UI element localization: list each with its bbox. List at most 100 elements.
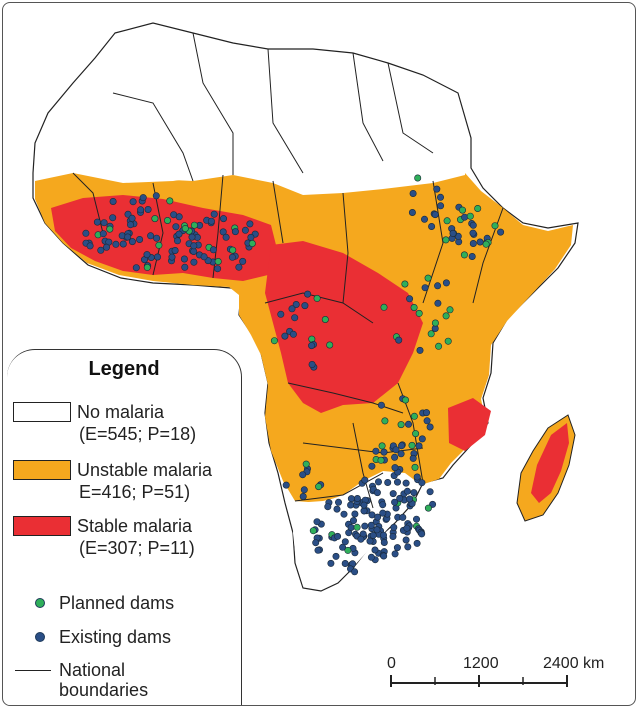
planned-dam-point <box>482 240 490 248</box>
existing-dam-point <box>231 228 239 236</box>
planned-dam-point <box>214 258 222 266</box>
existing-dam-point <box>190 258 198 266</box>
existing-dam-point <box>351 568 359 576</box>
existing-dam-point <box>288 305 296 313</box>
existing-dam-point <box>434 282 442 290</box>
existing-dam-point <box>347 495 355 503</box>
planned-dam-point <box>377 456 385 464</box>
existing-dam-point <box>324 503 332 511</box>
stable-malaria-central-africa <box>265 241 423 413</box>
planned-dam-point <box>442 236 450 244</box>
existing-dam-point <box>449 229 457 237</box>
existing-dam-point <box>420 215 428 223</box>
existing-dam-point <box>428 223 436 231</box>
existing-dam-point <box>277 310 285 318</box>
scale-label-2400: 2400 km <box>543 655 605 672</box>
planned-dam-point <box>427 330 435 338</box>
existing-dam-point <box>171 247 179 255</box>
stable-malaria-east <box>448 398 491 451</box>
existing-dam-point <box>395 336 403 344</box>
existing-dam-point <box>214 265 222 273</box>
existing-dam-point <box>469 221 477 229</box>
existing-dam-point <box>403 487 411 495</box>
existing-dam-point <box>357 535 365 543</box>
planned-dam-point <box>401 280 409 288</box>
existing-dam-point <box>360 501 368 509</box>
dam-markers <box>82 174 505 576</box>
existing-dam-point <box>139 194 147 202</box>
existing-dam-point <box>281 332 289 340</box>
existing-dam-point <box>334 498 342 506</box>
existing-dam-point <box>172 223 180 231</box>
existing-dam-point <box>367 553 375 561</box>
existing-dam-point <box>174 237 182 245</box>
planned-dam-point <box>181 225 189 233</box>
existing-dam-point <box>239 257 247 265</box>
planned-dam-point <box>410 412 418 420</box>
existing-dam-point <box>82 229 90 237</box>
planned-dam-point <box>106 225 114 233</box>
planned-dam-point <box>424 504 432 512</box>
existing-dam-point <box>119 240 127 248</box>
planned-dam-point <box>309 527 317 535</box>
no-malaria-label: No malaria <box>77 402 165 422</box>
existing-dam-point <box>393 544 401 552</box>
planned-dam-point <box>229 246 237 254</box>
existing-dam-point <box>461 213 469 221</box>
existing-dam-point <box>299 492 307 500</box>
existing-dam-point <box>241 226 249 234</box>
existing-dam-point <box>404 543 412 551</box>
existing-dam-point <box>109 214 117 222</box>
existing-dam-point <box>313 518 321 526</box>
existing-dam-point <box>399 513 407 521</box>
planned-dam-point <box>381 417 389 425</box>
existing-dams-label: Existing dams <box>59 627 172 647</box>
existing-dam-point <box>291 314 299 322</box>
existing-dam-point <box>200 253 208 261</box>
existing-dam-point <box>389 490 397 498</box>
existing-dam-point <box>403 524 411 532</box>
existing-dam-point <box>235 263 243 271</box>
planned-dam-point <box>431 319 439 327</box>
existing-dam-point <box>304 290 312 298</box>
existing-dam-point <box>418 479 426 487</box>
existing-dam-point <box>410 489 418 497</box>
boundary-line-icon <box>15 670 51 671</box>
planned-dam-point <box>491 222 499 230</box>
existing-dam-point <box>412 515 420 523</box>
planned-dam-point <box>424 274 432 282</box>
existing-dam-point <box>175 213 183 221</box>
existing-dam-point <box>339 543 347 551</box>
existing-dam-point <box>341 559 349 567</box>
existing-dam-point <box>154 253 162 261</box>
existing-dam-point <box>415 442 423 450</box>
planned-dam-point <box>166 197 174 205</box>
boundaries-label-line1: National <box>59 660 126 680</box>
existing-dam-point <box>391 550 399 558</box>
legend-title: Legend <box>88 358 160 380</box>
existing-dam-point <box>341 538 349 546</box>
existing-dam-point <box>299 471 307 479</box>
existing-dam-point <box>314 546 322 554</box>
existing-dam-point <box>497 228 505 236</box>
existing-dam-point <box>469 240 477 248</box>
no-malaria-counts: (E=545; P=18) <box>79 424 197 444</box>
planned-dam-point <box>412 430 420 438</box>
scale-bar-graphic <box>390 675 568 687</box>
existing-dam-point <box>228 253 236 261</box>
planned-dam-point <box>460 251 468 259</box>
existing-dam-point <box>137 206 145 214</box>
existing-dam-point <box>282 481 290 489</box>
existing-dam-point <box>124 233 132 241</box>
existing-dam-point <box>180 255 188 263</box>
planned-dam-point <box>380 303 388 311</box>
existing-dam-point <box>86 242 94 250</box>
existing-dam-point <box>308 342 316 350</box>
existing-dam-point <box>143 251 151 259</box>
existing-dam-point <box>366 537 374 545</box>
existing-dam-point <box>188 233 196 241</box>
existing-dam-point <box>147 232 155 240</box>
existing-dam-point <box>379 501 387 509</box>
existing-dam-point <box>436 193 444 201</box>
existing-dam-point <box>469 229 477 237</box>
